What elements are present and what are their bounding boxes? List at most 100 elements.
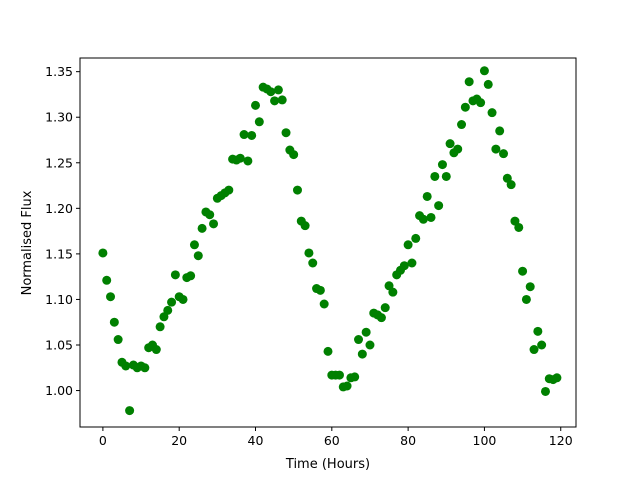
data-point bbox=[514, 222, 524, 232]
x-axis-label: Time (Hours) bbox=[285, 457, 370, 472]
data-point bbox=[281, 128, 291, 138]
data-point bbox=[151, 345, 161, 355]
data-point bbox=[270, 96, 280, 106]
data-point bbox=[251, 100, 261, 110]
data-point bbox=[235, 153, 245, 163]
data-point bbox=[361, 327, 371, 337]
data-point bbox=[487, 108, 497, 118]
data-point bbox=[453, 144, 463, 154]
data-point bbox=[308, 258, 318, 268]
data-point bbox=[304, 248, 314, 258]
data-point bbox=[163, 305, 173, 315]
data-point bbox=[411, 233, 421, 243]
data-point bbox=[445, 139, 455, 149]
data-point bbox=[380, 303, 390, 313]
data-point bbox=[334, 370, 344, 380]
data-point bbox=[350, 372, 360, 382]
data-point bbox=[243, 156, 253, 166]
x-tick-label: 60 bbox=[324, 433, 340, 448]
y-tick-label: 1.10 bbox=[45, 292, 73, 307]
data-point bbox=[121, 361, 131, 371]
data-point bbox=[170, 270, 180, 280]
data-point bbox=[479, 66, 489, 76]
data-point bbox=[323, 346, 333, 356]
data-point bbox=[98, 248, 108, 258]
data-point bbox=[247, 130, 257, 140]
data-point bbox=[407, 258, 417, 268]
data-point bbox=[537, 340, 547, 350]
data-point bbox=[430, 171, 440, 181]
data-point bbox=[167, 297, 177, 307]
data-point bbox=[388, 287, 398, 297]
data-point bbox=[499, 149, 509, 159]
data-point bbox=[403, 240, 413, 250]
data-point bbox=[106, 292, 116, 302]
data-point bbox=[319, 299, 329, 309]
data-point bbox=[552, 373, 562, 383]
data-point bbox=[266, 87, 276, 97]
data-point bbox=[495, 126, 505, 136]
data-points bbox=[98, 66, 562, 416]
data-point bbox=[506, 180, 516, 190]
data-point bbox=[189, 240, 199, 250]
data-point bbox=[193, 251, 203, 261]
data-point bbox=[525, 282, 535, 292]
data-point bbox=[277, 95, 287, 105]
y-tick-label: 1.15 bbox=[45, 246, 73, 261]
y-tick-label: 1.30 bbox=[45, 110, 73, 125]
data-point bbox=[300, 221, 310, 231]
data-point bbox=[239, 130, 249, 140]
data-point bbox=[464, 77, 474, 87]
plot-area-frame bbox=[79, 57, 577, 428]
data-point bbox=[376, 313, 386, 323]
data-point bbox=[205, 210, 215, 220]
data-point bbox=[533, 326, 543, 336]
data-point bbox=[437, 160, 447, 170]
y-tick-label: 1.20 bbox=[45, 201, 73, 216]
data-point bbox=[426, 212, 436, 222]
data-point bbox=[178, 294, 188, 304]
data-point bbox=[483, 79, 493, 89]
data-point bbox=[521, 294, 531, 304]
data-point bbox=[102, 275, 112, 285]
data-point bbox=[273, 85, 283, 95]
y-axis-label: Normalised Flux bbox=[20, 190, 35, 295]
y-axis-ticks: 1.00 1.05 1.10 1.15 1.20 1.25 1.30 1.35 bbox=[45, 64, 80, 398]
data-point bbox=[491, 144, 501, 154]
data-point bbox=[365, 340, 375, 350]
data-point bbox=[109, 317, 119, 327]
x-tick-label: 0 bbox=[99, 433, 107, 448]
data-point bbox=[357, 349, 367, 359]
data-point bbox=[315, 285, 325, 295]
data-point bbox=[289, 150, 299, 160]
data-point bbox=[457, 120, 467, 130]
data-point bbox=[460, 102, 470, 112]
data-point bbox=[140, 363, 150, 373]
y-tick-label: 1.05 bbox=[45, 338, 73, 353]
data-point bbox=[434, 201, 444, 211]
data-point bbox=[292, 185, 302, 195]
x-tick-label: 100 bbox=[473, 433, 497, 448]
data-point bbox=[125, 406, 135, 416]
data-point bbox=[254, 117, 264, 127]
data-point bbox=[476, 98, 486, 108]
data-point bbox=[155, 322, 165, 332]
data-point bbox=[186, 271, 196, 281]
data-point bbox=[209, 219, 219, 229]
data-point bbox=[422, 191, 432, 201]
data-point bbox=[354, 335, 364, 345]
data-point bbox=[113, 335, 123, 345]
data-point bbox=[418, 214, 428, 224]
data-point bbox=[197, 223, 207, 233]
y-tick-label: 1.00 bbox=[45, 383, 73, 398]
x-tick-label: 120 bbox=[549, 433, 573, 448]
data-point bbox=[224, 185, 234, 195]
x-tick-label: 20 bbox=[171, 433, 187, 448]
data-point bbox=[529, 345, 539, 355]
data-point bbox=[441, 171, 451, 181]
data-point bbox=[518, 266, 528, 276]
x-tick-label: 80 bbox=[400, 433, 416, 448]
data-point bbox=[342, 381, 352, 391]
